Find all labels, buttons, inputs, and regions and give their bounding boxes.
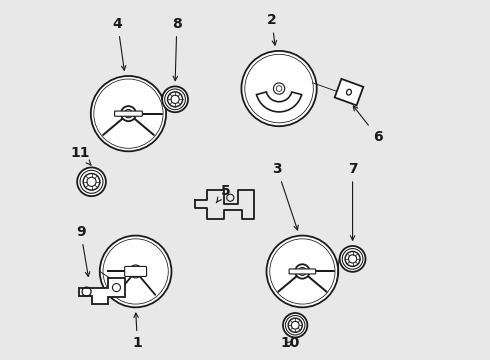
Polygon shape: [335, 79, 363, 105]
Text: 7: 7: [348, 162, 357, 240]
Circle shape: [340, 246, 366, 272]
Circle shape: [273, 83, 285, 94]
Text: 10: 10: [280, 336, 299, 350]
Circle shape: [121, 106, 136, 121]
Polygon shape: [79, 278, 124, 304]
Ellipse shape: [346, 89, 351, 95]
Circle shape: [162, 86, 188, 112]
Circle shape: [295, 264, 310, 279]
Circle shape: [91, 76, 166, 151]
Circle shape: [283, 313, 307, 337]
Text: 2: 2: [267, 13, 277, 45]
Text: 5: 5: [216, 184, 230, 203]
FancyBboxPatch shape: [124, 266, 147, 276]
Text: 8: 8: [172, 17, 182, 81]
Circle shape: [129, 265, 142, 278]
Text: 4: 4: [113, 17, 126, 70]
FancyBboxPatch shape: [115, 111, 143, 116]
Text: 3: 3: [272, 162, 298, 230]
Circle shape: [242, 51, 317, 126]
Circle shape: [267, 235, 338, 307]
FancyBboxPatch shape: [289, 269, 316, 274]
Circle shape: [100, 235, 172, 307]
Circle shape: [77, 167, 106, 196]
Text: 9: 9: [76, 225, 90, 276]
Text: 6: 6: [353, 106, 383, 144]
Text: 1: 1: [132, 313, 142, 350]
Text: 11: 11: [70, 146, 91, 165]
